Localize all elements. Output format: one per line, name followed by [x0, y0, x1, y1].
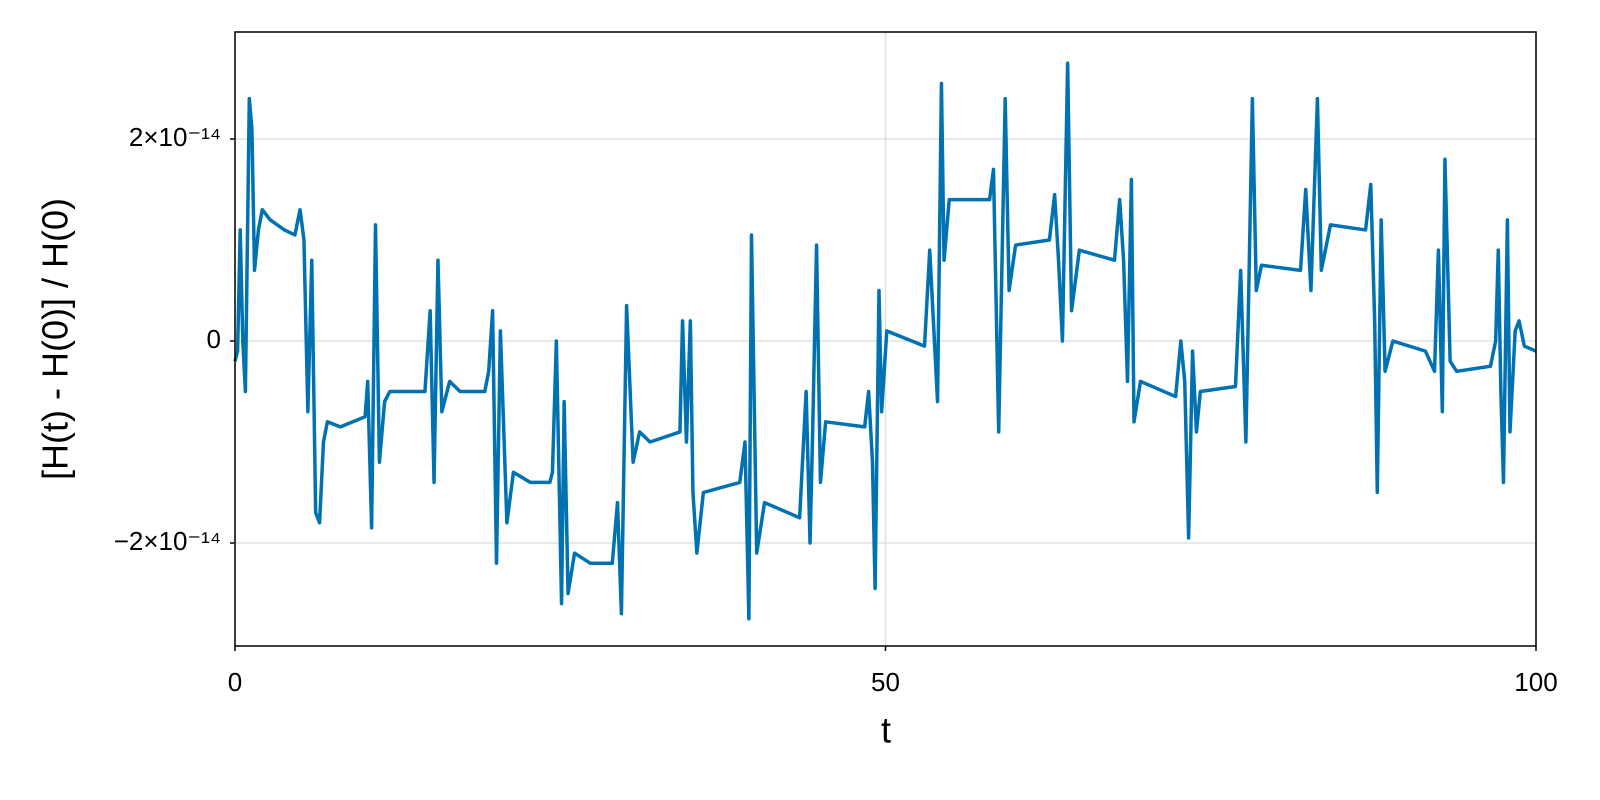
x-tick-label: 100 — [1514, 667, 1557, 697]
y-tick-label: −2×10⁻¹⁴ — [114, 526, 221, 556]
x-tick-label: 0 — [228, 667, 242, 697]
data-line — [233, 61, 1537, 621]
y-tick-label: 2×10⁻¹⁴ — [129, 122, 221, 152]
x-axis-label: t — [881, 710, 891, 751]
y-axis-label: [H(t) - H(0)] / H(0) — [35, 198, 76, 480]
y-tick-label: 0 — [207, 324, 221, 354]
x-tick-label: 50 — [871, 667, 900, 697]
plot-frame — [234, 31, 1537, 647]
